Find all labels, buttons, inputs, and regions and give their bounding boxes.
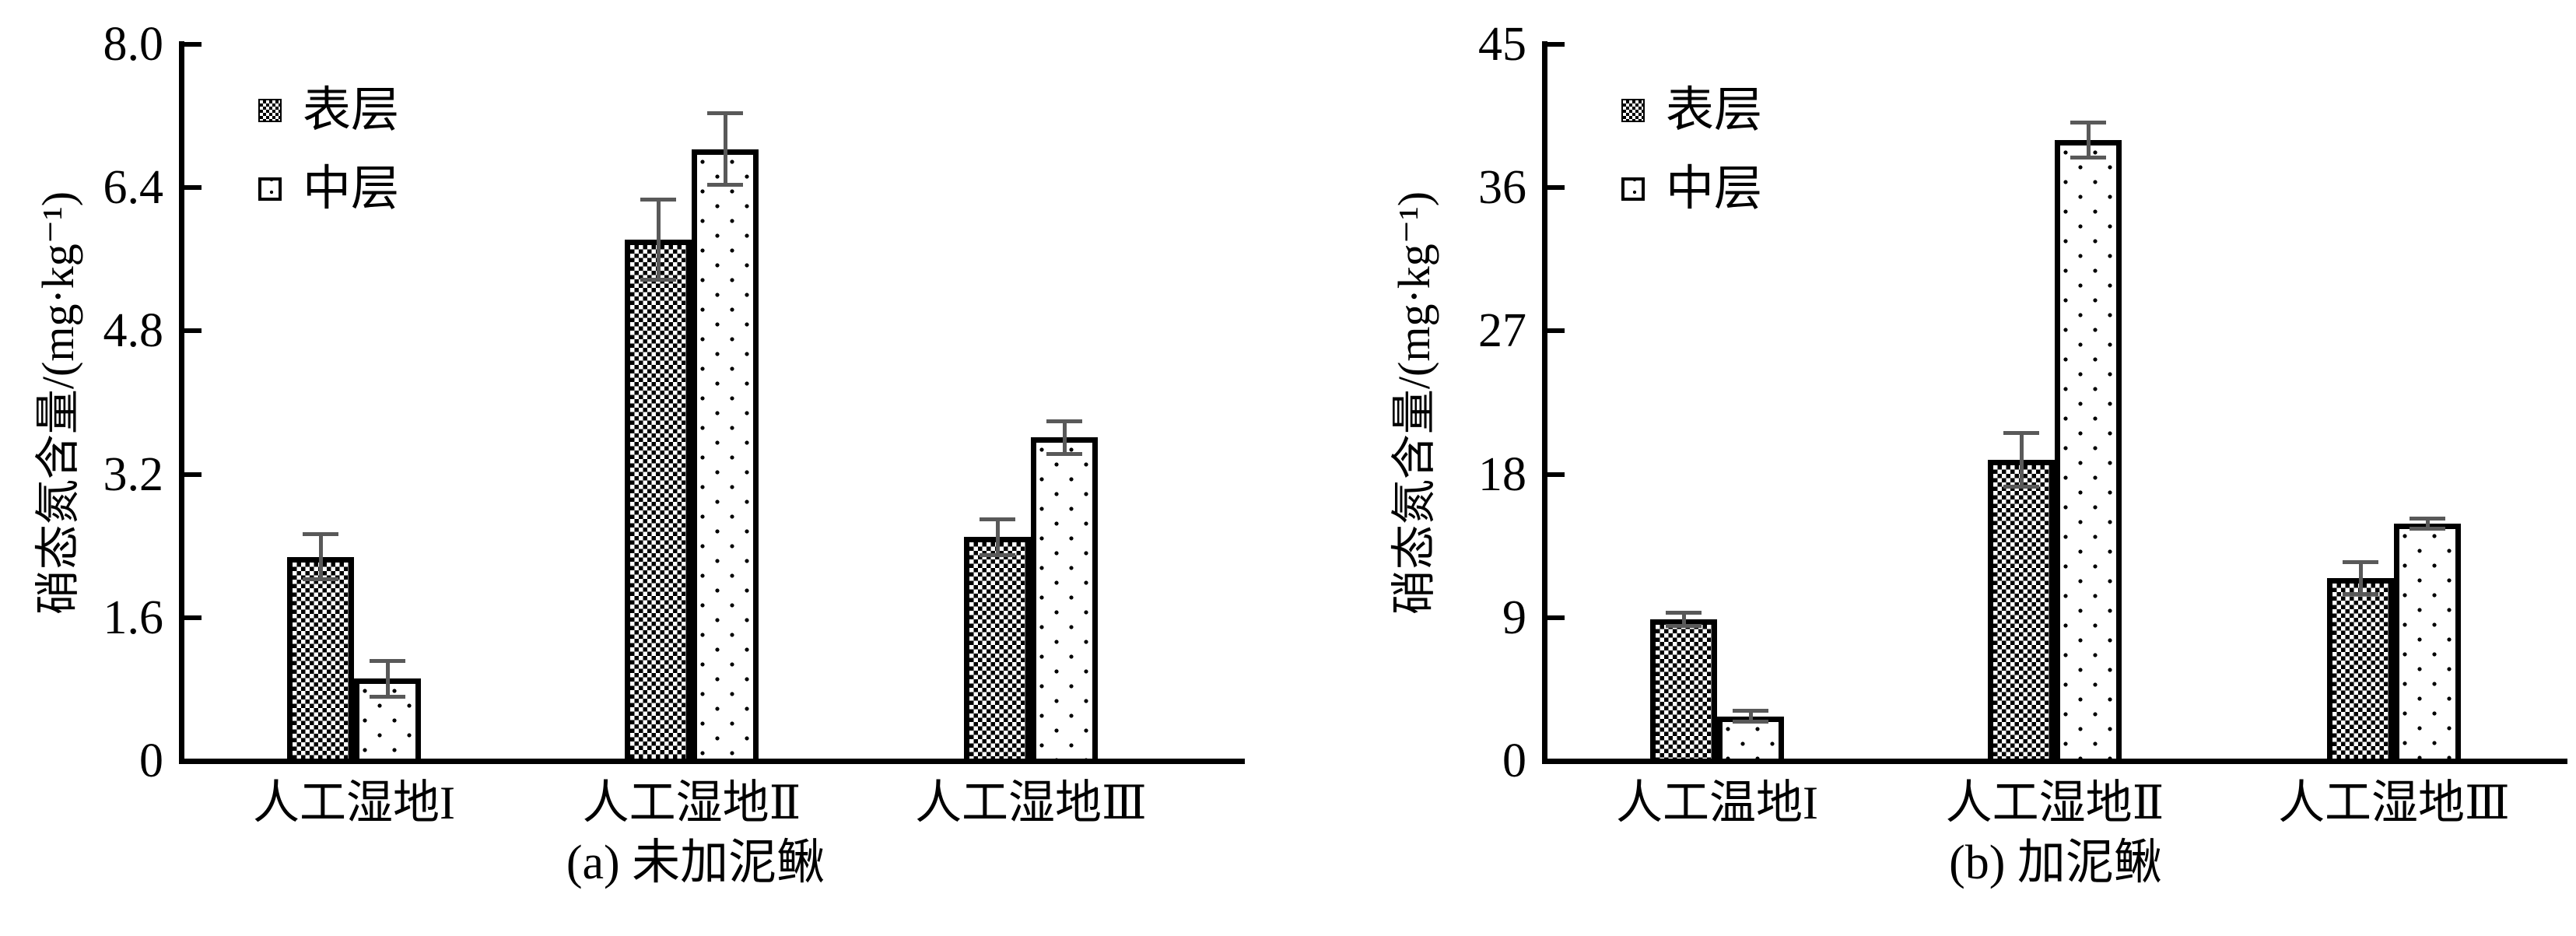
y-tick-label: 0 (1502, 734, 1526, 787)
error-bar-stem (385, 661, 390, 697)
bar-surface-layer-group3 (964, 537, 1031, 764)
error-bar-cap-top (2343, 559, 2378, 564)
legend-label: 中层 (1666, 163, 1763, 216)
x-category-label: 人工湿地Ⅱ (582, 777, 801, 829)
y-tick-label: 9 (1502, 591, 1526, 644)
x-category-label: 人工湿地Ⅱ (1945, 777, 2164, 829)
y-axis-tick (1547, 615, 1565, 620)
bar-surface-layer-group1 (1650, 619, 1717, 764)
bar-middle-layer-group3 (1031, 437, 1098, 764)
error-bar-stem (2086, 122, 2091, 158)
legend-swatch-middle-layer (258, 177, 282, 201)
y-tick-label: 0 (139, 734, 163, 787)
error-bar-cap-bottom (1046, 451, 1082, 456)
x-category-label: 人工温地I (1616, 777, 1818, 829)
legend-label: 表层 (303, 84, 400, 137)
y-axis-tick (184, 759, 202, 763)
error-bar-cap-bottom (2003, 485, 2039, 489)
error-bar-stem (723, 113, 727, 185)
y-tick-label: 3.2 (103, 447, 164, 501)
error-bar-cap-top (2410, 517, 2445, 521)
error-bar-stem (1681, 612, 1686, 626)
error-bar-cap-bottom (303, 577, 338, 581)
error-bar-cap-top (1666, 611, 1702, 615)
bar-surface-layer-group3 (2327, 577, 2394, 764)
error-bar-cap-top (640, 197, 676, 202)
bar-middle-layer-group2 (2055, 139, 2122, 764)
bar-middle-layer-group2 (692, 149, 759, 764)
y-axis-tick (184, 42, 202, 47)
y-axis-tick (184, 185, 202, 191)
y-axis-tick (184, 328, 202, 334)
bar-surface-layer-group2 (1988, 460, 2055, 764)
y-axis-tick (184, 615, 202, 620)
error-bar-cap-bottom (1666, 623, 1702, 628)
error-bar-stem (2019, 433, 2024, 487)
error-bar-stem (2358, 562, 2363, 594)
legend-label: 表层 (1666, 84, 1763, 137)
error-bar-cap-bottom (980, 552, 1015, 557)
error-bar-stem (995, 519, 1000, 556)
y-tick-label: 45 (1478, 18, 1526, 71)
error-bar-stem (1748, 710, 1753, 722)
legend-swatch-surface-layer (1621, 99, 1645, 122)
error-bar-stem (1062, 421, 1067, 454)
error-bar-cap-bottom (2070, 155, 2106, 160)
y-axis-tick (1547, 42, 1565, 47)
error-bar-cap-top (2070, 120, 2106, 124)
legend-swatch-surface-layer (258, 99, 282, 122)
error-bar-cap-bottom (640, 278, 676, 282)
y-tick-label: 27 (1478, 304, 1526, 358)
error-bar-cap-top (980, 517, 1015, 521)
legend-swatch-middle-layer (1621, 177, 1645, 201)
bar-surface-layer-group1 (287, 556, 354, 764)
error-bar-cap-bottom (2343, 591, 2378, 596)
y-axis-tick (1547, 472, 1565, 477)
bar-surface-layer-group2 (625, 239, 692, 764)
error-bar-cap-bottom (2410, 526, 2445, 531)
error-bar-cap-top (1733, 709, 1768, 713)
x-category-label: 人工湿地Ⅲ (2278, 777, 2510, 829)
y-axis-title: 硝态氮含量/(mg·kg⁻¹) (1389, 191, 1439, 615)
y-axis-tick (1547, 185, 1565, 191)
y-tick-label: 36 (1478, 161, 1526, 215)
error-bar-stem (656, 199, 661, 280)
error-bar-stem (2425, 518, 2430, 529)
bar-middle-layer-group3 (2394, 524, 2461, 764)
y-axis-line (1542, 41, 1547, 764)
legend-label: 中层 (303, 163, 400, 216)
y-axis-tick (184, 472, 202, 477)
y-axis-tick (1547, 759, 1565, 763)
error-bar-cap-top (707, 111, 743, 116)
error-bar-cap-top (2003, 430, 2039, 435)
x-category-label: 人工湿地I (253, 777, 455, 829)
y-tick-label: 6.4 (103, 161, 164, 215)
x-category-label: 人工湿地Ⅲ (915, 777, 1147, 829)
error-bar-cap-top (1046, 419, 1082, 424)
panel-caption: (a) 未加泥鳅 (566, 836, 825, 889)
y-axis-line (179, 41, 184, 764)
y-axis-tick (1547, 328, 1565, 334)
error-bar-cap-bottom (1733, 720, 1768, 724)
panel-caption: (b) 加泥鳅 (1949, 836, 2162, 889)
error-bar-cap-bottom (370, 694, 405, 699)
y-axis-title: 硝态氮含量/(mg·kg⁻¹) (33, 191, 83, 615)
error-bar-cap-top (303, 532, 338, 537)
bar-middle-layer-group1 (354, 678, 421, 764)
error-bar-stem (318, 534, 323, 580)
y-tick-label: 8.0 (103, 18, 164, 71)
y-tick-label: 18 (1478, 447, 1526, 501)
y-tick-label: 4.8 (103, 304, 164, 358)
error-bar-cap-bottom (707, 183, 743, 188)
y-tick-label: 1.6 (103, 591, 164, 644)
error-bar-cap-top (370, 658, 405, 663)
